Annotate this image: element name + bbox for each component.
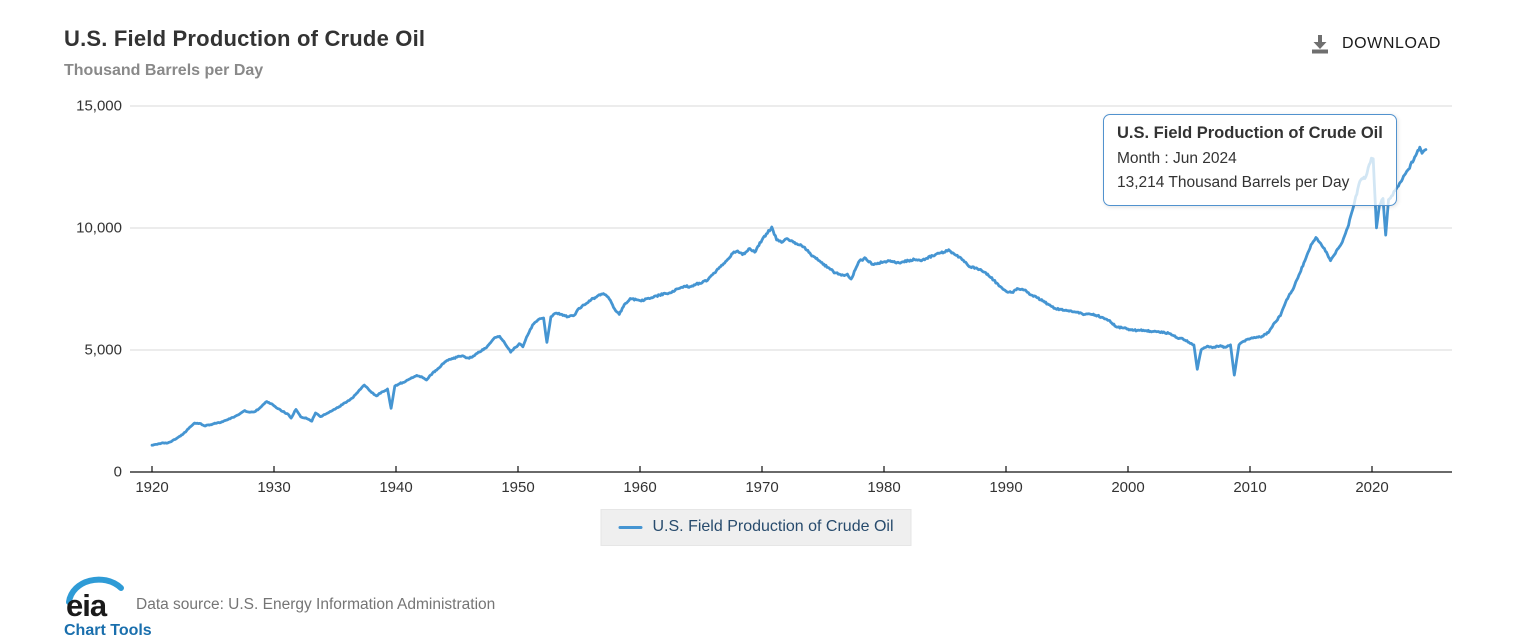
x-axis-label: 1940 (379, 479, 413, 496)
x-axis-label: 2010 (1233, 479, 1267, 496)
tooltip-period: Month : Jun 2024 (1117, 150, 1237, 167)
x-axis-label: 2020 (1355, 479, 1389, 496)
legend-label: U.S. Field Production of Crude Oil (652, 518, 894, 535)
x-axis-label: 1950 (501, 479, 535, 496)
x-axis-label: 1920 (135, 479, 169, 496)
legend-item-crude-oil[interactable]: U.S. Field Production of Crude Oil (600, 509, 912, 546)
y-axis-label: 15,000 (76, 97, 122, 115)
series-line-crude-oil[interactable] (150, 145, 1428, 447)
eia-logo[interactable]: eia (64, 572, 126, 625)
tooltip-series-title: U.S. Field Production of Crude Oil (1117, 124, 1383, 142)
x-axis-label: 2000 (1111, 479, 1145, 496)
x-axis-label: 1970 (745, 479, 779, 496)
x-axis-label: 1990 (989, 479, 1023, 496)
download-icon (1309, 33, 1331, 55)
x-axis-label: 1960 (623, 479, 657, 496)
y-axis-label: 0 (113, 463, 122, 481)
tooltip-value: 13,214 Thousand Barrels per Day (1117, 174, 1350, 192)
legend-line-swatch (618, 525, 643, 529)
download-label: DOWNLOAD (1341, 35, 1441, 52)
page-title: U.S. Field Production of Crude Oil (64, 26, 426, 51)
chart-units-subtitle: Thousand Barrels per Day (64, 62, 264, 79)
y-axis-label: 10,000 (76, 219, 122, 237)
download-button[interactable]: DOWNLOAD (1309, 33, 1441, 55)
x-axis (130, 466, 1452, 473)
x-axis-label: 1930 (257, 479, 291, 496)
x-axis-label: 1980 (867, 479, 901, 496)
chart-tools-link[interactable]: Chart Tools (64, 622, 152, 635)
y-axis-label: 5,000 (84, 341, 122, 359)
chart-tooltip: U.S. Field Production of Crude Oil Month… (1103, 114, 1397, 207)
data-source-text: Data source: U.S. Energy Information Adm… (136, 596, 496, 613)
svg-text:eia: eia (66, 588, 108, 620)
